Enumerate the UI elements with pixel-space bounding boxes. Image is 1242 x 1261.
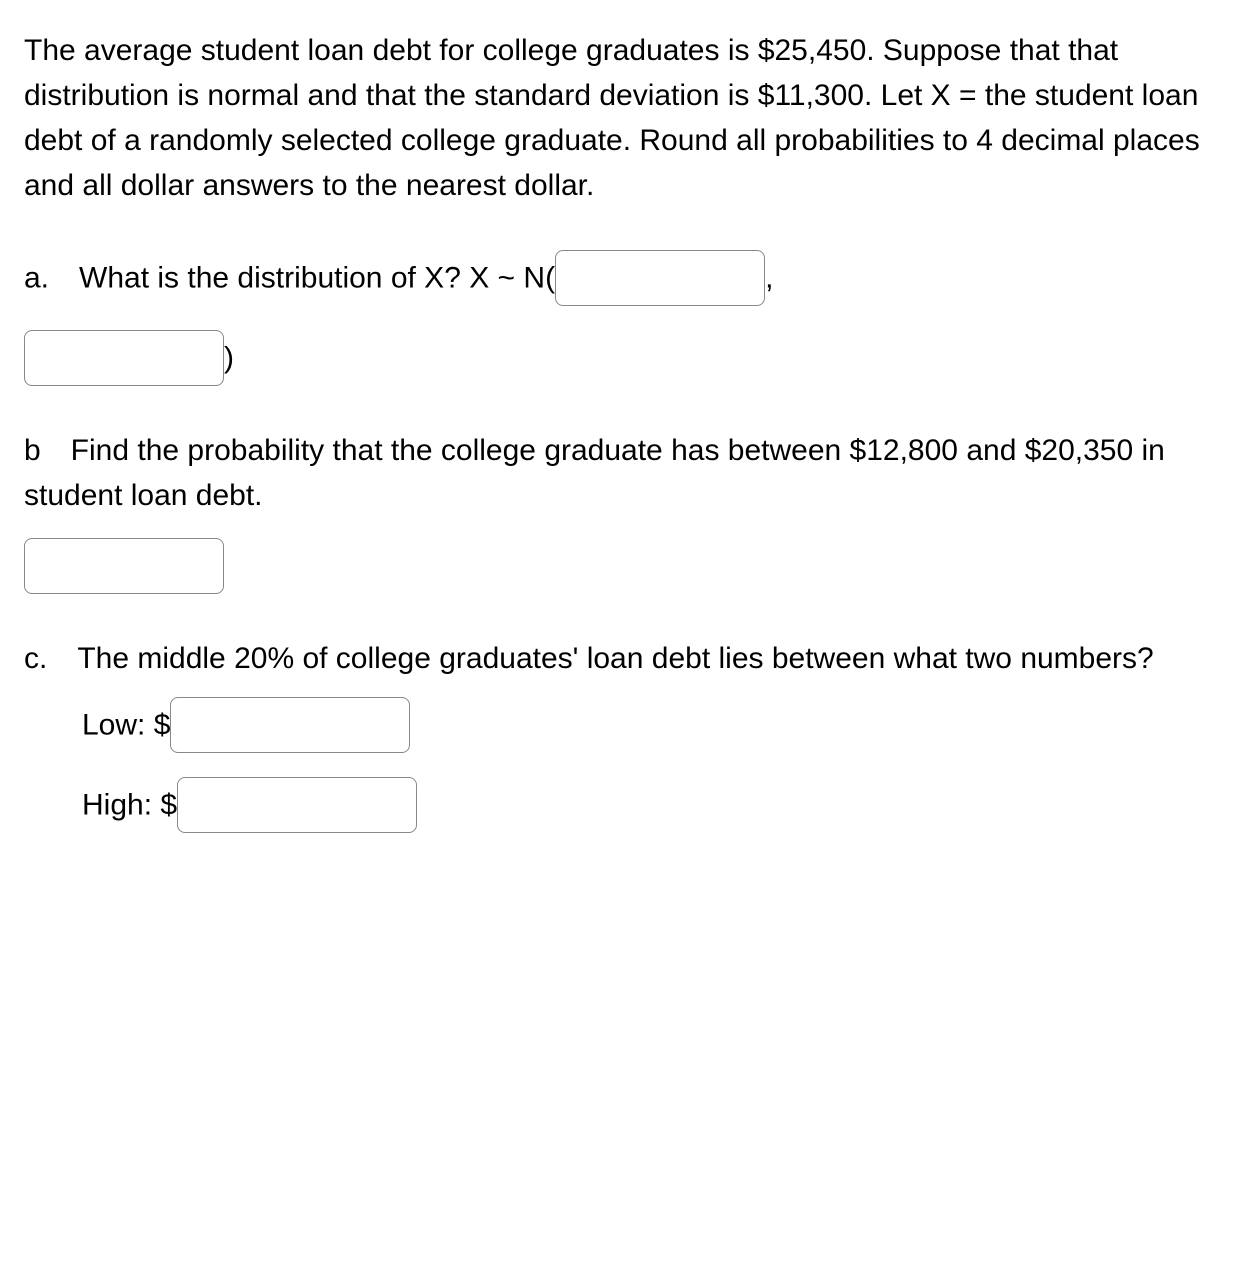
part-c: c. The middle 20% of college graduates' …	[24, 636, 1218, 833]
distribution-mean-input[interactable]	[555, 250, 765, 306]
part-b-text: b Find the probability that the college …	[24, 428, 1218, 518]
part-a-prefix: a. What is the distribution of X? X ~ N(	[24, 262, 555, 295]
part-a-line1: a. What is the distribution of X? X ~ N(…	[24, 250, 1218, 306]
low-label: Low: $	[82, 709, 170, 742]
probability-input[interactable]	[24, 538, 224, 594]
intro-text: The average student loan debt for colleg…	[24, 34, 1200, 202]
part-a-line2: )	[24, 330, 1218, 386]
part-c-high-row: High: $	[24, 777, 1218, 833]
problem-intro: The average student loan debt for colleg…	[24, 28, 1218, 208]
high-value-input[interactable]	[177, 777, 417, 833]
part-a-close-paren: )	[224, 342, 234, 375]
low-value-input[interactable]	[170, 697, 410, 753]
part-c-text: c. The middle 20% of college graduates' …	[24, 636, 1218, 681]
distribution-sd-input[interactable]	[24, 330, 224, 386]
part-a-comma: ,	[765, 262, 773, 295]
high-label: High: $	[82, 789, 177, 822]
part-a: a. What is the distribution of X? X ~ N(…	[24, 250, 1218, 386]
part-b-answer-row	[24, 538, 1218, 594]
part-c-low-row: Low: $	[24, 697, 1218, 753]
part-b: b Find the probability that the college …	[24, 428, 1218, 594]
